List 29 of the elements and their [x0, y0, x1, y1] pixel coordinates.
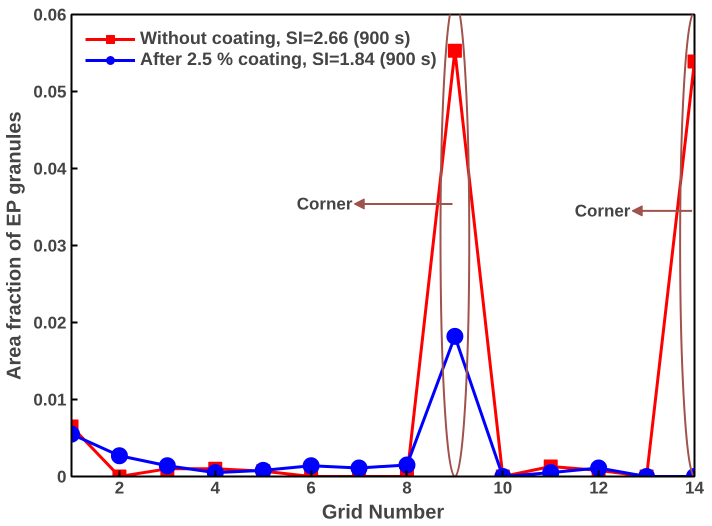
x-tick-label: 2: [114, 478, 124, 498]
y-tick-label: 0.02: [33, 314, 67, 332]
point: [448, 44, 462, 58]
x-tick-label: 12: [589, 478, 608, 498]
y-tick-label: 0.04: [33, 160, 68, 178]
x-tick-label: 14: [685, 478, 704, 498]
legend-label: After 2.5 % coating, SI=1.84 (900 s): [140, 49, 437, 70]
y-tick-label: 0.06: [33, 6, 67, 24]
x-tick-label: 8: [402, 478, 412, 498]
y-axis-title: Area fraction of EP granules: [3, 111, 26, 380]
point: [158, 457, 176, 474]
point: [590, 460, 608, 476]
y-tick-label: 0.05: [33, 82, 67, 102]
y-tick-label: 0.01: [33, 390, 67, 410]
legend-label: Without coating, SI=2.66 (900 s): [140, 28, 410, 49]
point: [302, 457, 320, 474]
point: [254, 462, 272, 476]
point: [350, 460, 368, 476]
x-tick-label: 4: [210, 478, 221, 498]
x-tick-label: 6: [306, 478, 316, 498]
y-tick-label: 0: [57, 468, 67, 486]
y-tick-label: 0.03: [33, 236, 67, 256]
point: [110, 447, 128, 464]
annotation: Corner: [574, 201, 631, 220]
point: [446, 328, 464, 345]
x-axis-title: Grid Number: [322, 502, 444, 524]
annotation: Corner: [296, 194, 353, 214]
point: [398, 456, 416, 474]
x-tick-label: 10: [493, 478, 512, 498]
